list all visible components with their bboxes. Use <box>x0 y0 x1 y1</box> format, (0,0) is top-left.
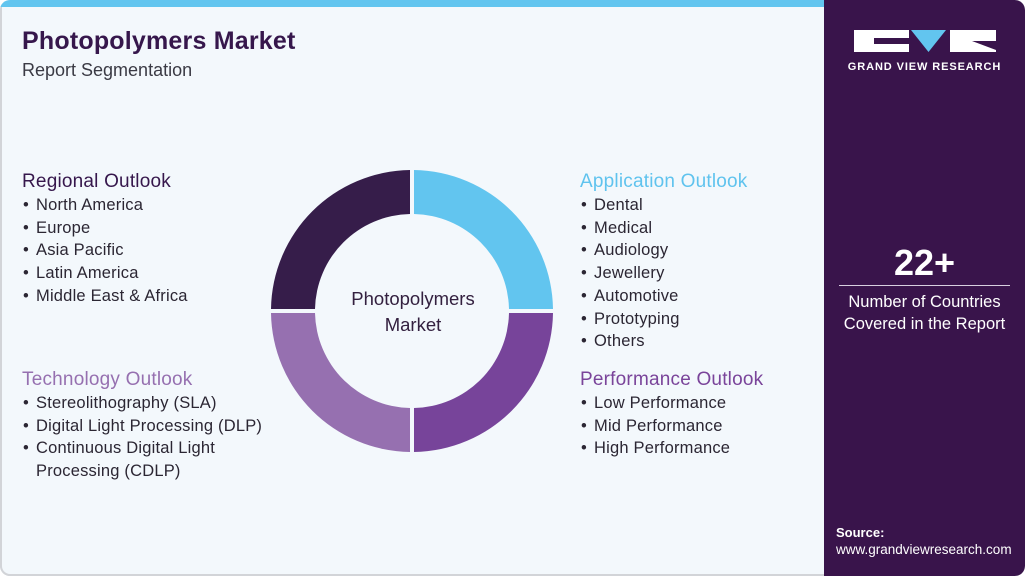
bullet-icon: • <box>23 264 29 283</box>
top-accent-stripe <box>0 0 824 7</box>
source-label: Source: <box>836 525 885 540</box>
countries-label: Number of Countries Covered in the Repor… <box>843 293 1006 333</box>
bullet-icon: • <box>581 264 587 283</box>
countries-count: 22+ <box>893 242 956 283</box>
page-subtitle: Report Segmentation <box>22 60 193 80</box>
list-item: • Stereolithography (SLA) <box>22 392 262 415</box>
bullet-icon: • <box>581 286 587 305</box>
bullet-icon: • <box>23 439 29 458</box>
list-item: • North America <box>22 194 188 217</box>
list-item: • Automotive <box>580 285 748 308</box>
bullet-icon: • <box>581 332 587 351</box>
bullet-icon: • <box>23 394 29 412</box>
bullet-icon: • <box>581 218 587 237</box>
technology-outlook-section: Technology Outlook • Stereolithography (S… <box>22 368 262 483</box>
donut-center-label: Photopolymers Market <box>351 288 475 335</box>
performance-list: • Low Performance • Mid Performance • High … <box>580 392 763 460</box>
donut-segment-application <box>414 170 553 309</box>
technology-list: • Stereolithography (SLA) • Digital Light … <box>22 392 262 483</box>
bullet-icon: • <box>23 416 29 435</box>
regional-outlook-section: Regional Outlook • North America • Europe … <box>22 170 188 308</box>
application-list: • Dental • Medical • Audiology • Jewellery •… <box>580 194 748 353</box>
segmentation-donut-chart <box>271 170 553 452</box>
list-item: • Medical <box>580 217 748 240</box>
bullet-icon: • <box>581 394 587 412</box>
donut-segment-technology <box>271 313 410 452</box>
performance-outlook-section: Performance Outlook • Low Performance • Mi… <box>580 368 763 460</box>
donut-segment-regional <box>271 170 410 309</box>
source-link[interactable]: www.grandviewresearch.com <box>836 542 1012 557</box>
grand-view-research-logo-icon <box>854 30 996 52</box>
donut-segment-performance <box>414 313 553 452</box>
bullet-icon: • <box>581 439 587 458</box>
list-item: • Audiology <box>580 239 748 262</box>
brand-name: GRAND VIEW RESEARCH <box>847 61 1002 73</box>
page-title: Photopolymers Market <box>22 27 296 55</box>
list-item: • Others <box>580 330 748 353</box>
content-panel <box>0 0 824 576</box>
application-outlook-section: Application Outlook • Dental • Medical • Au… <box>580 170 748 353</box>
brand-sidebar <box>824 0 1025 576</box>
list-item: • Mid Performance <box>580 415 763 438</box>
list-item: • Continuous Digital Light Processing (CDL… <box>23 439 216 481</box>
bullet-icon: • <box>581 416 587 435</box>
section-title: Regional Outlook <box>22 171 171 192</box>
regional-list: • North America • Europe • Asia Pacific • La… <box>22 194 188 308</box>
bullet-icon: • <box>23 241 29 260</box>
bullet-icon: • <box>23 218 29 237</box>
list-item: • High Performance <box>580 437 763 460</box>
list-item: • Digital Light Processing (DLP) <box>22 415 262 438</box>
bullet-icon: • <box>581 196 587 214</box>
stat-divider <box>839 285 1010 286</box>
section-title: Application Outlook <box>580 171 748 192</box>
list-item: • Latin America <box>22 262 188 285</box>
list-item: • Prototyping <box>580 308 748 331</box>
list-item: • Dental <box>580 194 748 217</box>
section-title: Technology Outlook <box>22 369 193 390</box>
bullet-icon: • <box>581 241 587 260</box>
list-item: • Low Performance <box>580 392 763 415</box>
bullet-icon: • <box>581 309 587 328</box>
list-item: • Europe <box>22 217 188 240</box>
list-item: • Middle East & Africa <box>22 285 188 308</box>
bullet-icon: • <box>23 286 29 305</box>
list-item: • Jewellery <box>580 262 748 285</box>
section-title: Performance Outlook <box>580 369 764 390</box>
bullet-icon: • <box>23 196 29 214</box>
list-item: • Asia Pacific <box>22 239 188 262</box>
